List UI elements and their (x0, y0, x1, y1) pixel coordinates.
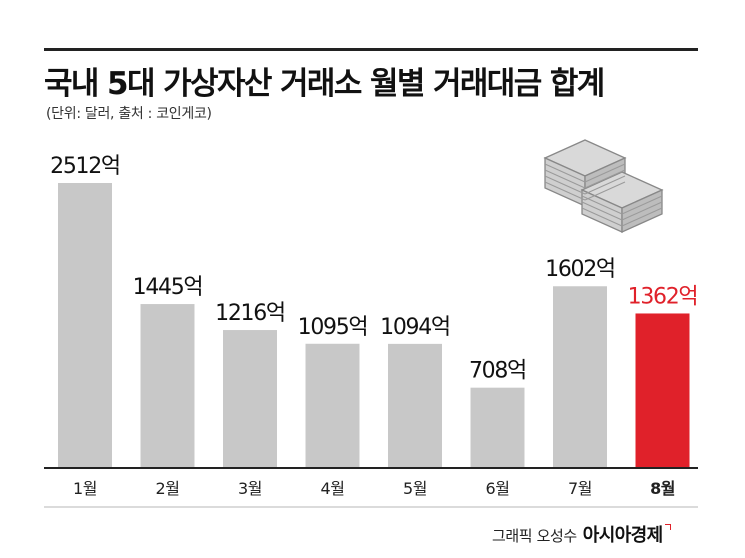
x-tick-label-2: 2월 (156, 479, 180, 498)
bar-1 (58, 183, 112, 468)
data-label-8: 1362억 (628, 284, 698, 309)
data-label-4: 1095억 (298, 315, 368, 340)
credit: 그래픽 오성수 아시아경제 (492, 521, 671, 547)
x-tick-label-6: 6월 (486, 479, 510, 498)
bar-8 (635, 313, 690, 468)
top-rule (44, 48, 698, 51)
bar-3 (223, 330, 277, 468)
credit-brand: 아시아경제 (582, 525, 663, 546)
x-tick-label-7: 7월 (568, 479, 592, 498)
x-tick-label-4: 4월 (321, 479, 345, 498)
money-stack-icon (543, 139, 664, 234)
x-tick-label-1: 1월 (73, 479, 97, 498)
bar-5 (388, 343, 442, 468)
brand-mark-icon (664, 524, 671, 530)
data-label-2: 1445억 (133, 275, 203, 300)
bar-7 (553, 286, 607, 468)
bar-4 (305, 343, 360, 468)
x-tick-label-5: 5월 (403, 479, 427, 498)
bar-2 (140, 304, 195, 468)
x-tick-label-8: 8월 (650, 479, 675, 498)
credit-artist: 그래픽 오성수 (492, 527, 577, 545)
chart-title: 국내 5대 가상자산 거래소 월별 거래대금 합계 (44, 66, 605, 102)
data-label-3: 1216억 (215, 301, 285, 326)
data-label-1: 2512억 (50, 154, 120, 179)
data-label-7: 1602억 (545, 257, 615, 282)
data-label-6: 708억 (469, 359, 526, 384)
data-label-5: 1094억 (380, 315, 450, 340)
bar-6 (470, 387, 525, 468)
x-tick-label-3: 3월 (238, 479, 262, 498)
chart-subtitle: (단위: 달러, 출처 : 코인게코) (46, 106, 212, 122)
